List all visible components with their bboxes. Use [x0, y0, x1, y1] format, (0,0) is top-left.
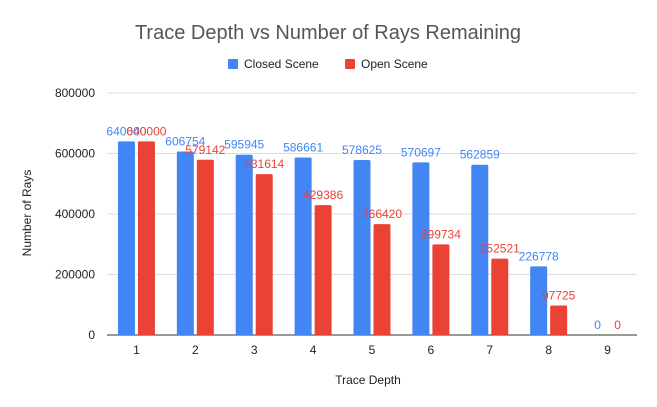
bar-open-scene [432, 244, 450, 335]
data-label-closed-scene: 562859 [460, 148, 500, 162]
data-label-open-scene: 252521 [480, 242, 520, 256]
data-label-open-scene: 531614 [244, 157, 284, 171]
data-labels: 6400006400006067545791425959455316145866… [106, 124, 621, 332]
bar-closed-scene [353, 159, 371, 335]
data-label-closed-scene: 0 [594, 318, 601, 332]
data-label-open-scene: 0 [614, 318, 621, 332]
chart-title: Trace Depth vs Number of Rays Remaining [135, 22, 521, 44]
data-label-open-scene: 366420 [362, 207, 402, 221]
x-tick-label: 1 [133, 343, 140, 357]
x-tick-label: 9 [604, 343, 611, 357]
data-label-open-scene: 299734 [421, 227, 461, 241]
data-label-closed-scene: 595945 [224, 138, 264, 152]
bars [117, 141, 568, 335]
bar-open-scene [196, 159, 214, 335]
y-tick-label: 400000 [55, 207, 95, 221]
x-tick-label: 6 [428, 343, 435, 357]
data-label-open-scene: 429386 [303, 188, 343, 202]
bar-closed-scene [412, 162, 430, 335]
data-label-open-scene: 579142 [185, 143, 225, 157]
legend-swatch-closed-scene [228, 59, 238, 69]
x-tick-label: 3 [251, 343, 258, 357]
x-axis-ticks: 1 2 3 4 5 6 7 8 9 [133, 343, 611, 357]
data-label-closed-scene: 640000 [106, 124, 146, 138]
x-tick-label: 8 [545, 343, 552, 357]
data-label-closed-scene: 226778 [519, 249, 559, 263]
y-axis-ticks: 0 200000 400000 600000 800000 [55, 86, 95, 342]
bar-open-scene [255, 174, 273, 335]
bar-closed-scene [471, 164, 489, 335]
data-label-closed-scene: 586661 [283, 141, 323, 155]
bar-closed-scene [176, 151, 194, 335]
bar-closed-scene [235, 154, 253, 335]
bar-closed-scene [117, 141, 135, 335]
gridlines [107, 92, 637, 336]
y-tick-label: 600000 [55, 147, 95, 161]
x-tick-label: 7 [486, 343, 493, 357]
data-label-closed-scene: 578625 [342, 143, 382, 157]
y-axis-title: Number of Rays [20, 170, 34, 257]
bar-open-scene [550, 305, 568, 335]
y-tick-label: 0 [88, 328, 95, 342]
data-label-open-scene: 640000 [126, 124, 166, 138]
bar-open-scene [491, 258, 509, 335]
bar-closed-scene [294, 157, 312, 335]
legend-label-closed-scene: Closed Scene [244, 57, 319, 71]
x-tick-label: 4 [310, 343, 317, 357]
data-label-closed-scene: 570697 [401, 145, 441, 159]
x-tick-label: 2 [192, 343, 199, 357]
x-tick-label: 5 [369, 343, 376, 357]
bar-closed-scene [530, 266, 548, 335]
bar-open-scene [137, 141, 155, 335]
data-label-closed-scene: 606754 [165, 134, 205, 148]
y-tick-label: 200000 [55, 268, 95, 282]
legend: Closed Scene Open Scene [228, 57, 428, 71]
y-tick-label: 800000 [55, 86, 95, 100]
legend-swatch-open-scene [345, 59, 355, 69]
bar-open-scene [314, 205, 332, 335]
x-axis-title: Trace Depth [335, 373, 401, 387]
bar-open-scene [373, 224, 391, 335]
legend-label-open-scene: Open Scene [361, 57, 428, 71]
data-label-open-scene: 97725 [542, 288, 576, 302]
